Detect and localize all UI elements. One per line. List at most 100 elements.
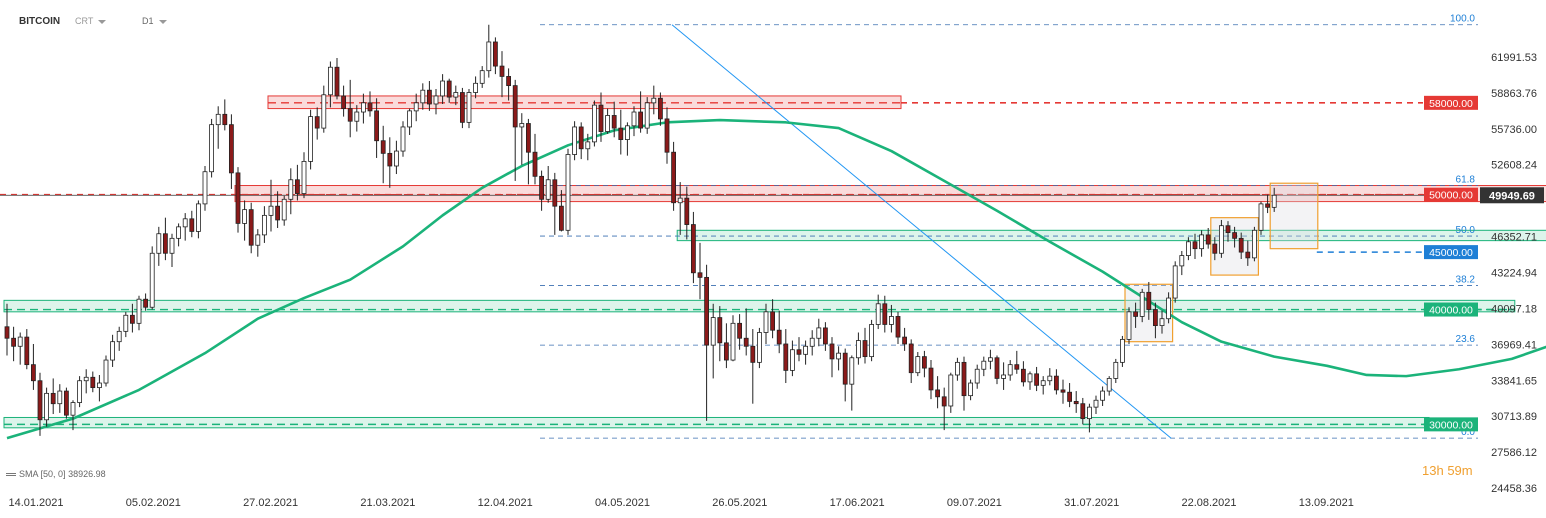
y-tick-label: 52608.24: [1491, 160, 1537, 172]
candle: [737, 322, 742, 339]
candle: [149, 252, 155, 308]
candle: [268, 205, 274, 216]
candle: [968, 382, 973, 397]
y-tick-label: 43224.94: [1491, 268, 1537, 280]
candle: [24, 336, 30, 366]
level-tag: [1424, 245, 1478, 260]
level-tag: [1424, 187, 1478, 202]
candle: [420, 89, 426, 104]
candle: [572, 126, 577, 155]
candle: [453, 92, 459, 98]
sma-line: [6, 118, 1546, 440]
zone-resistance: [234, 185, 1546, 203]
candle: [506, 76, 512, 87]
candle: [1265, 203, 1270, 208]
x-tick-label: 09.07.2021: [947, 497, 1002, 509]
y-tick-label: 33841.65: [1491, 375, 1537, 387]
candle: [327, 66, 333, 96]
candle: [195, 203, 201, 232]
candle: [433, 95, 439, 105]
candle: [83, 376, 89, 382]
candle: [1153, 309, 1158, 327]
candle: [750, 345, 756, 363]
candle: [1238, 237, 1244, 253]
sma-legend[interactable]: SMA [50, 0] 38926.98: [6, 469, 106, 479]
candle: [1271, 194, 1277, 208]
candle: [671, 151, 676, 204]
candle: [803, 345, 808, 355]
candle: [882, 303, 888, 325]
candle: [981, 360, 987, 370]
pattern-box: [1269, 182, 1319, 250]
fib-level-label: 23.6: [1456, 334, 1476, 345]
candle: [1067, 391, 1072, 402]
candle: [1021, 368, 1026, 383]
candle: [677, 197, 683, 204]
candle: [770, 311, 775, 331]
timeframe-dropdown[interactable]: D1: [142, 16, 167, 26]
candle: [908, 343, 914, 374]
x-tick-label: 12.04.2021: [478, 497, 533, 509]
candle: [37, 380, 43, 421]
candle: [961, 361, 967, 397]
candle: [545, 179, 551, 200]
y-tick-label: 40097.18: [1491, 303, 1537, 315]
x-tick-label: 27.02.2021: [243, 497, 298, 509]
candle: [1199, 234, 1204, 250]
candle: [625, 125, 630, 140]
candle: [4, 326, 10, 339]
candle: [783, 343, 789, 371]
indicator-icon: [6, 473, 16, 477]
y-tick-label: 27586.12: [1491, 447, 1537, 459]
candle: [922, 356, 927, 369]
candle: [248, 209, 254, 246]
candle: [684, 197, 690, 225]
chevron-down-icon: [98, 19, 107, 24]
candle: [103, 359, 109, 384]
instrument-type-dropdown[interactable]: CRT: [75, 16, 107, 26]
level-tag-label: 58000.00: [1429, 98, 1473, 110]
candle: [730, 322, 736, 361]
current-price-tag: [1480, 187, 1544, 204]
candle: [294, 179, 300, 194]
candle: [902, 336, 907, 345]
y-tick-label: 24458.36: [1491, 483, 1537, 495]
candle: [446, 80, 452, 98]
candle: [275, 205, 281, 221]
candle: [790, 349, 795, 371]
candle: [578, 126, 584, 150]
candle: [598, 104, 604, 132]
candle: [64, 390, 69, 416]
instrument-type-label: CRT: [75, 16, 94, 26]
level-tag: [1424, 302, 1478, 317]
level-tag: [1424, 417, 1478, 432]
fib-level-label: 0.0: [1461, 427, 1475, 438]
candle: [479, 70, 485, 84]
y-tick-label: 46352.71: [1491, 232, 1537, 244]
candle: [988, 357, 993, 362]
candle: [440, 80, 446, 97]
candle: [90, 376, 96, 389]
trendline: [671, 24, 1172, 439]
chevron-down-icon: [158, 19, 167, 24]
y-tick-label: 55736.00: [1491, 124, 1537, 136]
candle: [334, 66, 340, 97]
candle: [697, 272, 703, 278]
candle: [1186, 241, 1191, 256]
candle: [862, 340, 868, 358]
sma-params: [50, 0]: [40, 469, 66, 479]
candle: [1060, 389, 1066, 393]
level-tag-label: 40000.00: [1429, 305, 1473, 317]
candle: [459, 92, 465, 123]
candle: [1047, 375, 1053, 382]
candle: [651, 97, 657, 104]
candle: [776, 329, 782, 345]
y-tick-label: 36969.41: [1491, 339, 1537, 351]
candle: [222, 113, 228, 126]
candle: [17, 336, 23, 347]
candle: [11, 337, 17, 347]
candle: [691, 224, 696, 274]
candle: [1252, 229, 1257, 259]
